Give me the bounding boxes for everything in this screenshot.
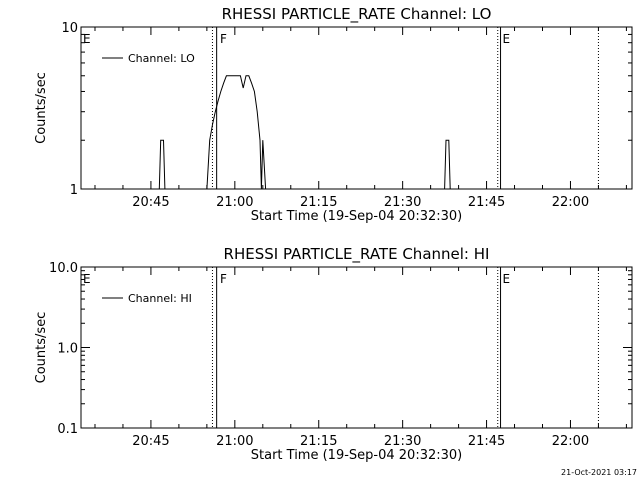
y-tick-label: 10.0 [49,261,78,276]
event-annotation: E [83,272,91,286]
event-annotation: E [503,272,511,286]
x-tick-label: 21:45 [468,434,505,449]
x-axis-label: Start Time (19-Sep-04 20:32:30) [251,209,462,224]
x-tick-label: 21:00 [216,195,253,210]
x-axis-label: Start Time (19-Sep-04 20:32:30) [251,448,462,463]
series-line-0 [156,75,453,190]
x-tick-label: 20:45 [132,434,169,449]
event-annotation: F [220,272,227,286]
x-tick-label: 22:00 [552,195,589,210]
y-tick-label: 10 [61,21,78,36]
x-tick-label: 22:00 [552,434,589,449]
y-axis-label: Counts/sec [34,72,49,144]
event-annotation: E [83,32,91,46]
x-tick-label: 21:15 [300,434,337,449]
y-axis-label: Counts/sec [34,312,49,384]
x-tick-label: 21:15 [300,195,337,210]
y-tick-label: 0.1 [57,422,78,437]
render-timestamp: 21-Oct-2021 03:17 [561,468,637,477]
lo-channel-panel: RHESSI PARTICLE_RATE Channel: LO 20:45 21:… [34,5,633,224]
legend-entry: Channel: HI [128,292,192,305]
y-tick-label: 1 [70,183,78,198]
x-tick-label: 21:45 [468,195,505,210]
hi-channel-panel: RHESSI PARTICLE_RATE Channel: HI 20:45 21:… [34,245,633,463]
event-annotation: F [220,32,227,46]
chart-title: RHESSI PARTICLE_RATE Channel: LO [222,5,492,24]
event-annotation: E [503,32,511,46]
x-tick-label: 20:45 [132,195,169,210]
x-tick-label: 21:30 [384,195,421,210]
x-tick-label: 21:00 [216,434,253,449]
chart-title: RHESSI PARTICLE_RATE Channel: HI [224,245,490,264]
y-tick-label: 1.0 [57,342,78,357]
legend-entry: Channel: LO [128,52,195,65]
x-tick-label: 21:30 [384,434,421,449]
